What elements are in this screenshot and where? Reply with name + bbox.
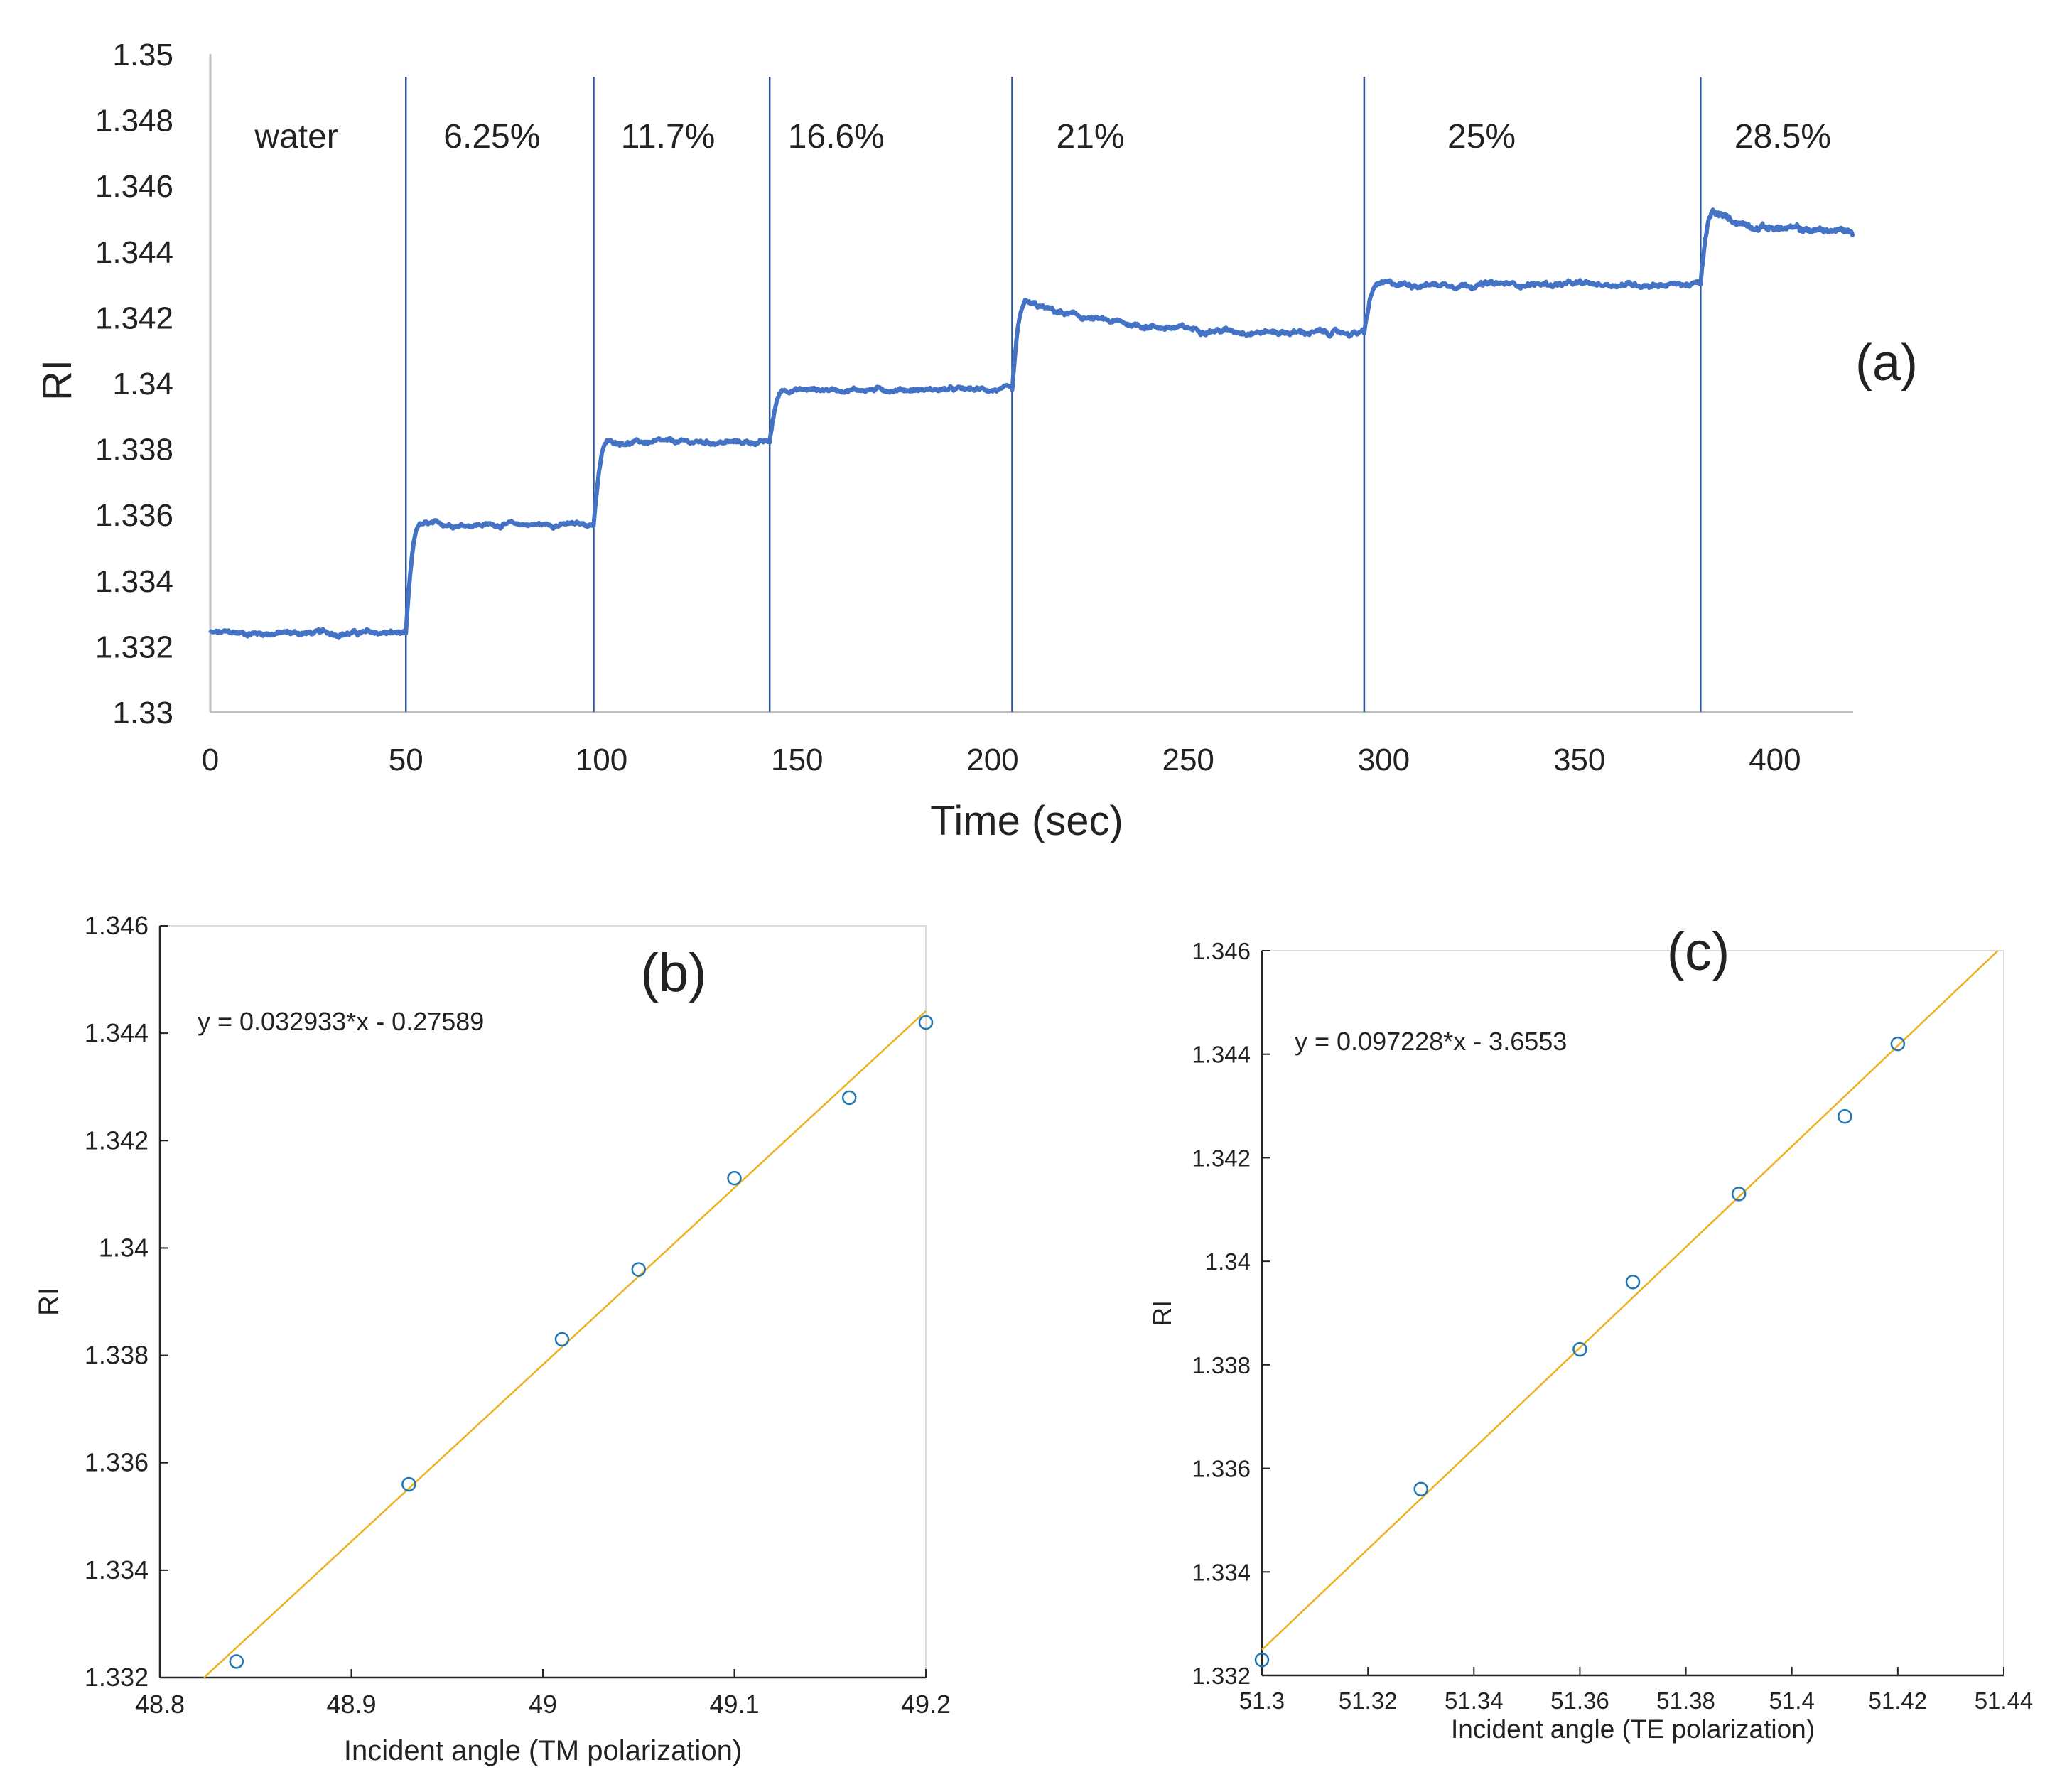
- panel-b-x-tick-label: 48.8: [135, 1690, 185, 1719]
- panel-b-x-tick-label: 48.9: [326, 1690, 376, 1719]
- panel-b-y-tick-label: 1.336: [85, 1448, 149, 1477]
- panel-b-y-tick-label: 1.346: [85, 911, 149, 940]
- panel-a-x-tick-label: 100: [576, 742, 627, 777]
- panel-b-y-tick-label: 1.332: [85, 1663, 149, 1692]
- panel-a-concentration-label: 21%: [1057, 118, 1125, 156]
- panel-c-x-tick-label: 51.44: [1975, 1688, 2034, 1714]
- panel-c-x-tick-label: 51.3: [1239, 1688, 1285, 1714]
- panel-a-x-tick-label: 400: [1749, 742, 1801, 777]
- panel-c-y-axis-title: RI: [1148, 1300, 1177, 1326]
- panel-b-x-axis-title: Incident angle (TM polarization): [344, 1735, 742, 1766]
- panel-b-y-tick-label: 1.344: [85, 1018, 149, 1047]
- panel-b-y-tick-label: 1.334: [85, 1555, 149, 1584]
- panel-c-x-tick-label: 51.34: [1445, 1688, 1504, 1714]
- panel-b-data-point: [401, 1476, 416, 1492]
- panel-c-x-tick-label: 51.4: [1769, 1688, 1815, 1714]
- panel-a-y-axis-title: RI: [34, 360, 80, 401]
- panel-a-y-tick-label: 1.346: [95, 169, 173, 204]
- panel-c-fit-line: [1261, 950, 1999, 1651]
- panel-a-y-tick-label: 1.348: [95, 104, 173, 139]
- panel-b-y-tick-label: 1.34: [99, 1233, 149, 1262]
- panel-b-x-tick-label: 49.1: [709, 1690, 759, 1719]
- panel-c-data-point: [1572, 1341, 1587, 1357]
- panel-a-x-axis-title: Time (sec): [930, 798, 1123, 844]
- panel-b-label: (b): [641, 943, 707, 1003]
- panel-a-concentration-label: 11.7%: [621, 118, 716, 156]
- panel-b-y-tick-label: 1.342: [85, 1125, 149, 1155]
- panel-a-x-tick-label: 50: [389, 742, 423, 777]
- panel-c-data-point: [1890, 1036, 1906, 1052]
- panel-c-y-tick-label: 1.336: [1192, 1456, 1251, 1482]
- panel-a-y-tick-label: 1.344: [95, 235, 173, 270]
- panel-b-data-point: [229, 1654, 244, 1669]
- panel-b-data-point: [727, 1170, 742, 1186]
- panel-a-y-tick-label: 1.35: [112, 38, 173, 72]
- panel-c-x-tick-label: 51.32: [1339, 1688, 1398, 1714]
- panel-c-plot-frame: [1261, 950, 2004, 1676]
- panel-c-y-tick-label: 1.332: [1192, 1663, 1251, 1689]
- panel-a-x-tick-label: 300: [1358, 742, 1410, 777]
- panel-c-equation: y = 0.097228*x - 3.6553: [1295, 1027, 1567, 1056]
- panel-a-time-series: (a) Time (sec) RI 1.33 1.332 1.334 1.336 1.3…: [34, 38, 1918, 844]
- panel-c-y-tick-label: 1.346: [1192, 938, 1251, 964]
- panel-b-data-point: [918, 1015, 934, 1030]
- panel-c-label: (c): [1667, 922, 1730, 982]
- panel-c-data-point: [1731, 1187, 1747, 1202]
- panel-a-x-tick-label: 250: [1162, 742, 1214, 777]
- panel-c-y-tick-label: 1.342: [1192, 1145, 1251, 1171]
- panel-a-concentration-label: 25%: [1447, 118, 1516, 156]
- panel-b-y-axis-title: RI: [33, 1287, 65, 1316]
- panel-c-data-point: [1625, 1275, 1641, 1290]
- panel-b-data-point: [631, 1262, 646, 1277]
- panel-a-y-tick-label: 1.336: [95, 498, 173, 533]
- panel-a-y-tick-label: 1.332: [95, 630, 173, 664]
- panel-c-y-tick-label: 1.338: [1192, 1352, 1251, 1378]
- panel-a-concentration-label: 28.5%: [1734, 118, 1831, 156]
- panel-a-concentration-label: water: [254, 118, 338, 156]
- panel-a-label: (a): [1855, 335, 1918, 392]
- panel-c-y-tick-label: 1.334: [1192, 1559, 1251, 1585]
- panel-b-y-tick-label: 1.338: [85, 1341, 149, 1370]
- panel-a-concentration-label: 16.6%: [788, 118, 885, 156]
- panel-c-data-point: [1838, 1108, 1852, 1124]
- panel-c-data-point: [1254, 1652, 1270, 1668]
- panel-a-x-tick-label: 200: [966, 742, 1018, 777]
- panel-a-y-tick-label: 1.34: [112, 367, 173, 401]
- panel-b-tm-calibration: (b) y = 0.032933*x - 0.27589 Incident an…: [33, 911, 951, 1766]
- panel-c-y-tick-label: 1.34: [1205, 1248, 1251, 1275]
- panel-a-x-tick-label: 0: [202, 742, 219, 777]
- panel-b-data-point: [841, 1090, 857, 1106]
- panel-b-equation: y = 0.032933*x - 0.27589: [198, 1007, 484, 1036]
- panel-c-x-axis-title: Incident angle (TE polarization): [1451, 1714, 1815, 1744]
- panel-a-x-tick-label: 350: [1553, 742, 1605, 777]
- panel-a-concentration-label: 6.25%: [443, 118, 540, 156]
- panel-a-y-tick-label: 1.33: [112, 696, 173, 730]
- panel-c-te-calibration: (c) y = 0.097228*x - 3.6553 Incident ang…: [1148, 922, 2033, 1744]
- panel-b-x-tick-label: 49.2: [901, 1690, 951, 1719]
- panel-a-y-tick-label: 1.334: [95, 564, 173, 599]
- panel-b-data-point: [554, 1332, 570, 1347]
- panel-b-x-tick-label: 49: [529, 1690, 557, 1719]
- panel-a-x-tick-label: 150: [771, 742, 823, 777]
- panel-b-plot-frame: [159, 925, 927, 1678]
- panel-c-x-tick-label: 51.42: [1869, 1688, 1928, 1714]
- panel-c-x-tick-label: 51.38: [1656, 1688, 1715, 1714]
- panel-c-x-tick-label: 51.36: [1550, 1688, 1609, 1714]
- panel-c-y-tick-label: 1.344: [1192, 1042, 1251, 1068]
- panel-c-data-point: [1413, 1481, 1428, 1496]
- panel-a-y-tick-label: 1.338: [95, 433, 173, 468]
- panel-a-ri-series-line: [208, 207, 1855, 640]
- panel-a-y-tick-label: 1.342: [95, 301, 173, 335]
